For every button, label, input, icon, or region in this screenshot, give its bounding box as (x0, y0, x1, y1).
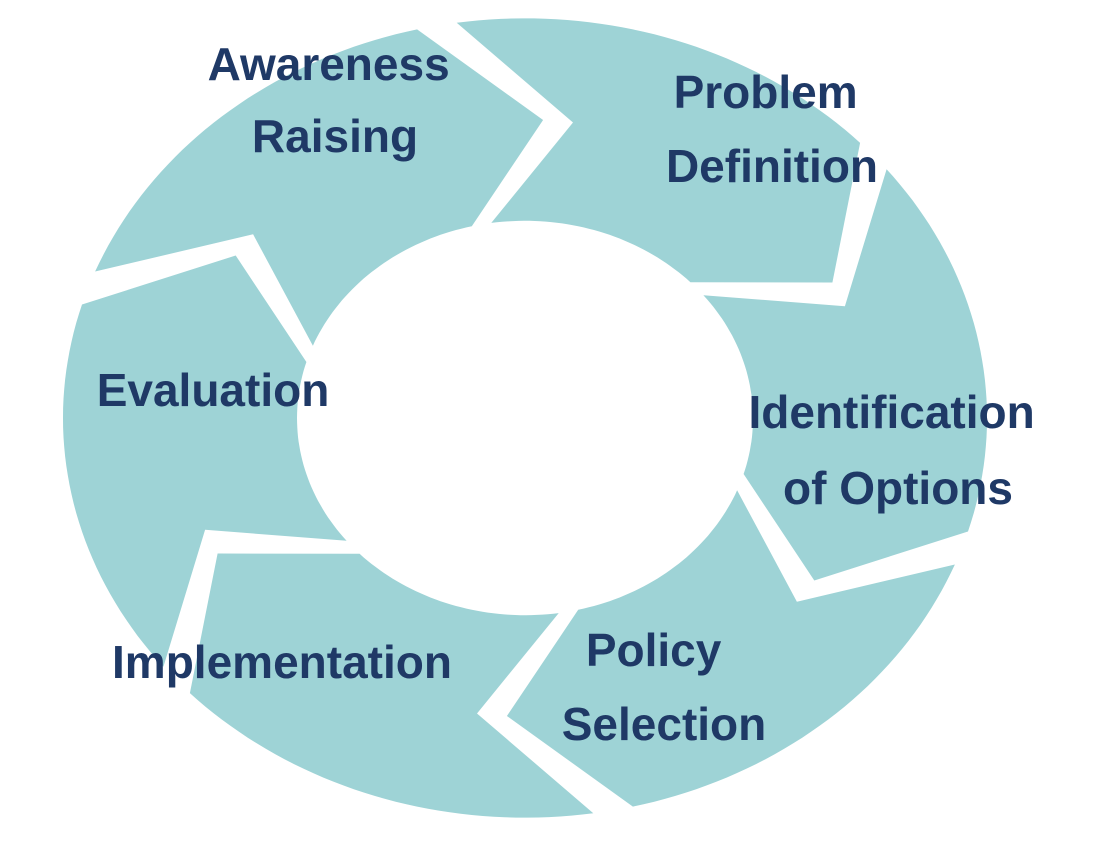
stage-label-evaluation: Evaluation (97, 364, 330, 416)
stage-label-line: Awareness (208, 38, 450, 90)
stage-label-line: Policy (586, 624, 722, 676)
cycle-segment-awareness-raising (95, 29, 544, 346)
stage-label-problem-definition: Problem Definition (666, 66, 878, 192)
cycle-segment-implementation (189, 553, 594, 818)
cycle-segment-evaluation (63, 255, 347, 667)
stage-label-line: Selection (562, 698, 767, 750)
stage-label-identification-of-options: Identification of Options (748, 386, 1047, 514)
stage-label-implementation: Implementation (112, 636, 452, 688)
stage-label-line: Raising (252, 110, 418, 162)
stage-label-policy-selection: Policy Selection (562, 624, 767, 750)
cycle-segment-policy-selection (506, 490, 955, 807)
cycle-segments (63, 18, 987, 818)
stage-label-awareness-raising: Awareness Raising (208, 38, 463, 162)
stage-label-line: Definition (666, 140, 878, 192)
cycle-segment-identification-of-options (703, 169, 987, 581)
stage-label-line: Identification (748, 386, 1034, 438)
cycle-labels: Awareness Raising Problem Definition Ide… (97, 38, 1047, 750)
stage-label-line: Problem (674, 66, 858, 118)
stage-label-line: Evaluation (97, 364, 330, 416)
stage-label-line: Implementation (112, 636, 452, 688)
stage-label-line: of Options (783, 462, 1013, 514)
cycle-segment-problem-definition (456, 18, 861, 283)
